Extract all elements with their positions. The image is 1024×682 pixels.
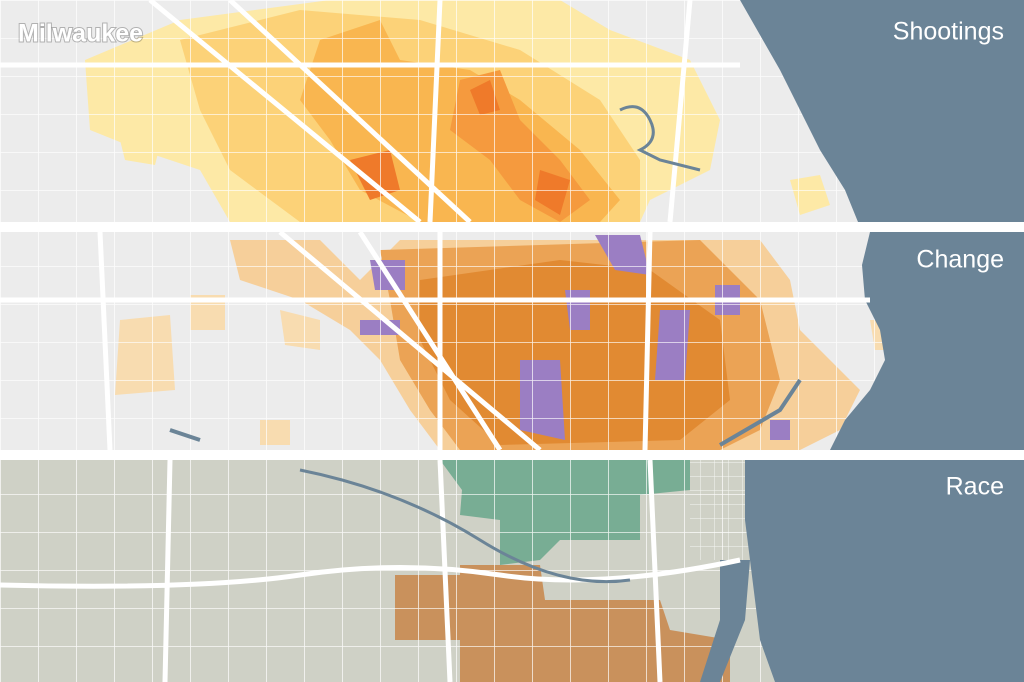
panel-shootings <box>0 0 1024 222</box>
map-title: Milwaukee <box>18 20 143 48</box>
panel-label: Race <box>946 473 1004 501</box>
panel-label: Change <box>916 246 1004 274</box>
panel-label: Shootings <box>893 18 1004 46</box>
panel-change <box>0 232 1024 450</box>
panel-race <box>0 460 1024 682</box>
